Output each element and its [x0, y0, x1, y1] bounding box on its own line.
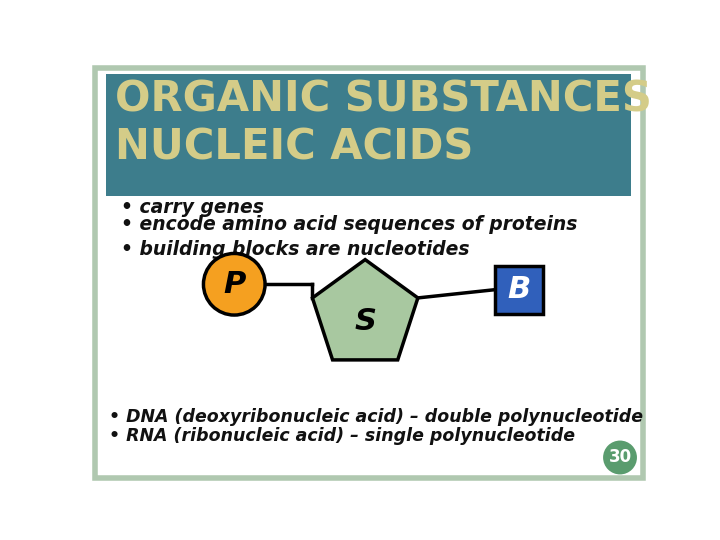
Text: NUCLEIC ACIDS: NUCLEIC ACIDS	[115, 127, 473, 169]
Circle shape	[603, 441, 637, 475]
Text: • encode amino acid sequences of proteins: • encode amino acid sequences of protein…	[121, 215, 577, 234]
FancyBboxPatch shape	[95, 68, 643, 477]
FancyBboxPatch shape	[495, 266, 543, 314]
Text: B: B	[508, 275, 531, 304]
Text: • carry genes: • carry genes	[121, 198, 264, 217]
Circle shape	[204, 253, 265, 315]
Text: 30: 30	[608, 449, 631, 467]
Text: • DNA (deoxyribonucleic acid) – double polynucleotide: • DNA (deoxyribonucleic acid) – double p…	[109, 408, 643, 427]
FancyBboxPatch shape	[106, 74, 631, 195]
Text: ORGANIC SUBSTANCES: ORGANIC SUBSTANCES	[115, 78, 652, 120]
Polygon shape	[312, 260, 418, 360]
Text: • building blocks are nucleotides: • building blocks are nucleotides	[121, 240, 469, 259]
Text: P: P	[223, 270, 246, 299]
Text: S: S	[354, 307, 376, 336]
Text: • RNA (ribonucleic acid) – single polynucleotide: • RNA (ribonucleic acid) – single polynu…	[109, 427, 575, 445]
